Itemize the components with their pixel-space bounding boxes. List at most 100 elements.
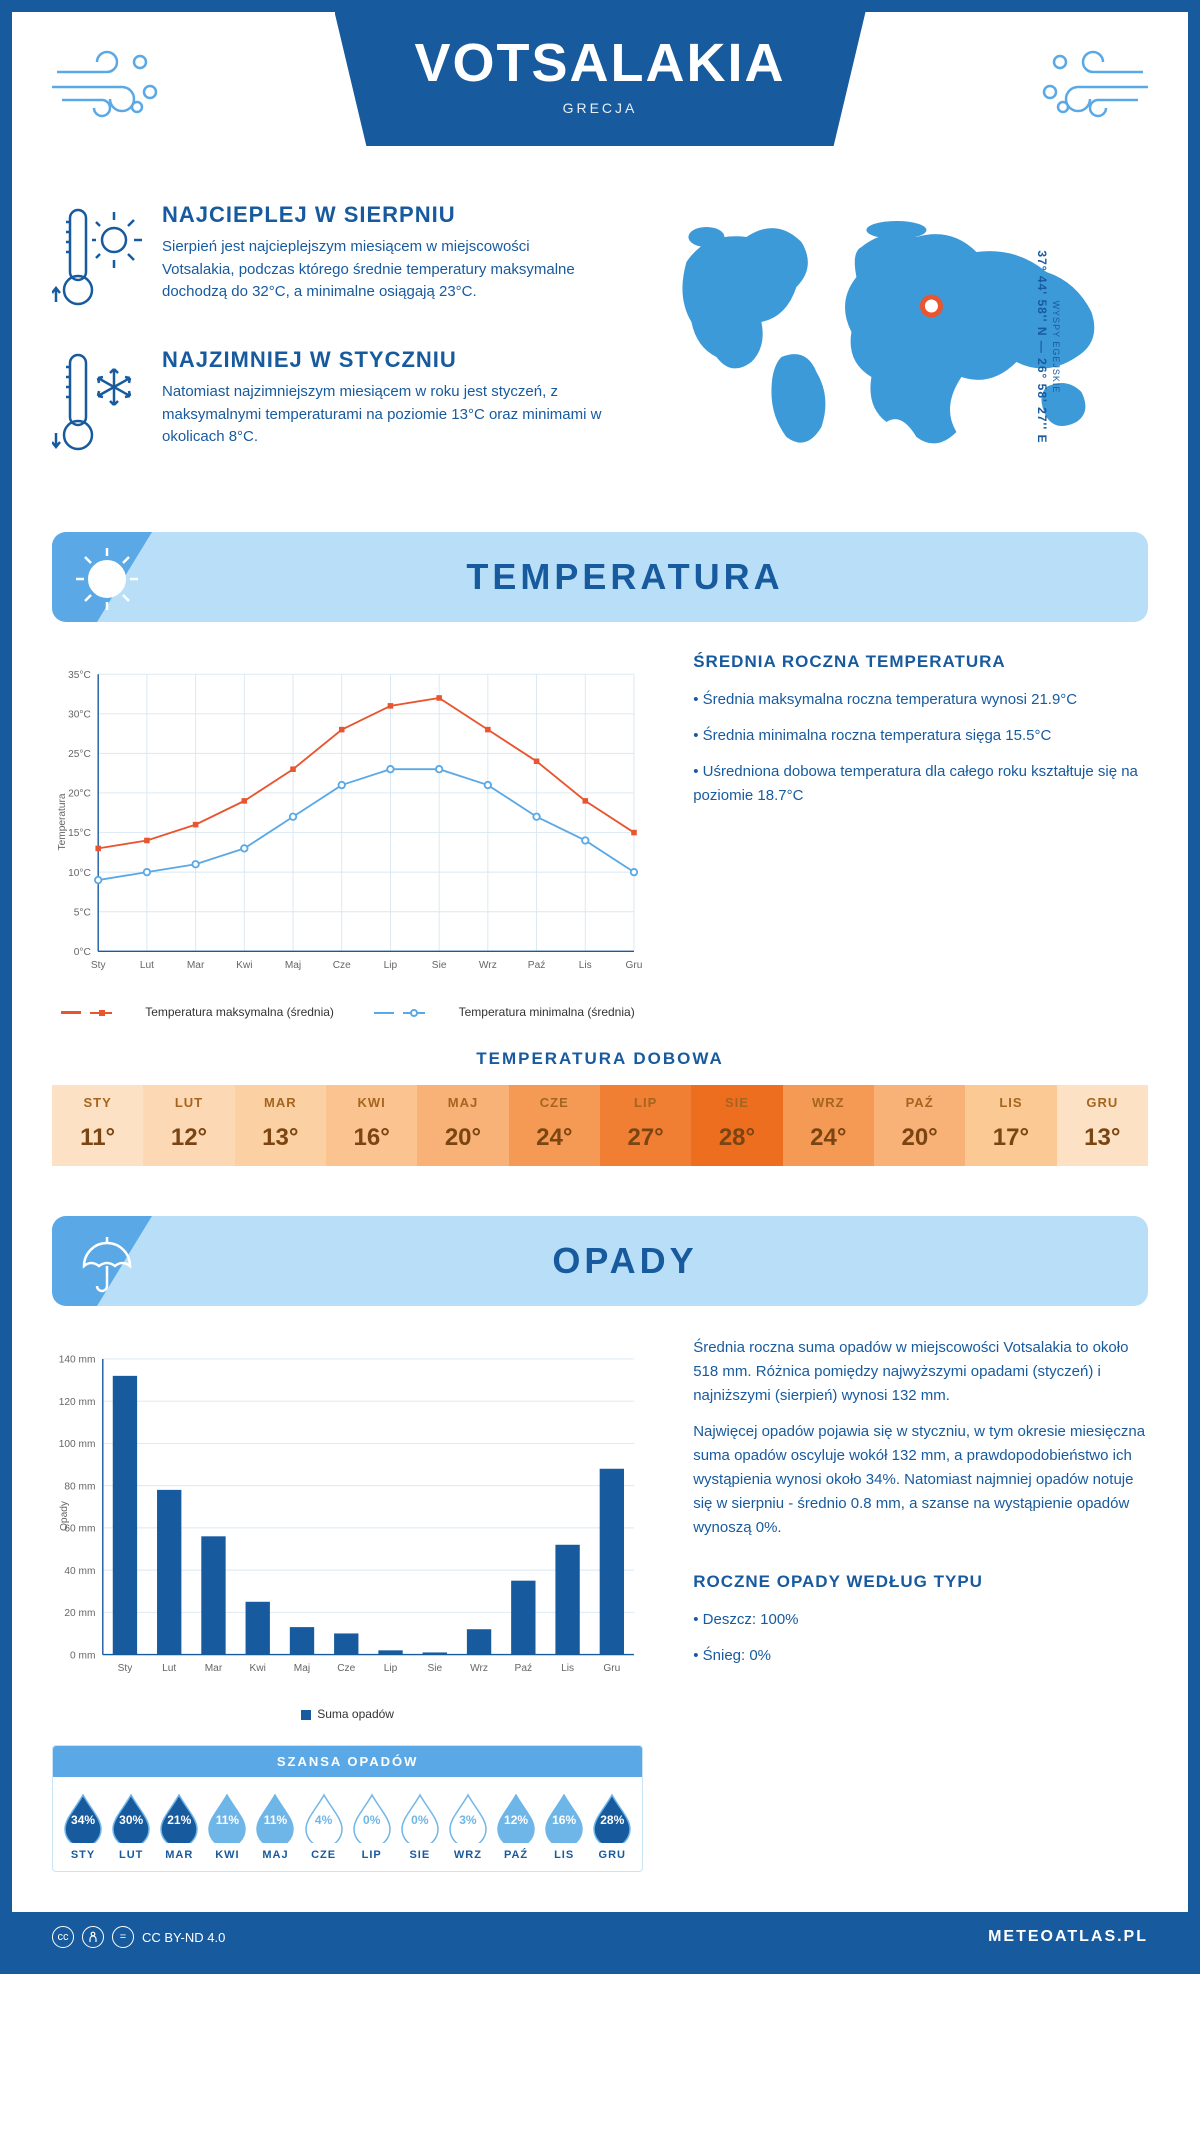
annual-item: Średnia maksymalna roczna temperatura wy…: [693, 688, 1148, 712]
rain-chance-row: 34% STY 30% LUT 21% MAR 11%: [53, 1777, 642, 1871]
temperature-annual-text: ŚREDNIA ROCZNA TEMPERATURA Średnia maksy…: [693, 652, 1148, 1019]
svg-text:Kwi: Kwi: [236, 960, 252, 971]
svg-text:Paź: Paź: [515, 1663, 533, 1674]
chance-cell: 11% KWI: [205, 1791, 249, 1861]
svg-text:100 mm: 100 mm: [59, 1439, 96, 1450]
chance-percent: 11%: [216, 1813, 239, 1827]
region-name: WYSPY EGEJSKIE: [1051, 217, 1061, 477]
heatmap-cell: KWI16°: [326, 1085, 417, 1166]
precipitation-body: 0 mm20 mm40 mm60 mm80 mm100 mm120 mm140 …: [52, 1336, 1148, 1872]
chance-cell: 0% SIE: [398, 1791, 442, 1861]
heatmap-value: 24°: [509, 1124, 600, 1152]
chance-percent: 4%: [315, 1813, 332, 1827]
svg-text:Mar: Mar: [205, 1663, 223, 1674]
rain-chance-title: SZANSA OPADÓW: [53, 1746, 642, 1777]
svg-text:Cze: Cze: [337, 1663, 355, 1674]
footer-brand: METEOATLAS.PL: [988, 1928, 1148, 1946]
heatmap-month: LIP: [600, 1095, 691, 1110]
svg-text:Lip: Lip: [384, 960, 398, 971]
raindrop-icon: 34%: [61, 1791, 105, 1843]
heatmap-cell: WRZ24°: [783, 1085, 874, 1166]
raindrop-icon: 16%: [542, 1791, 586, 1843]
heatmap-month: MAR: [235, 1095, 326, 1110]
svg-text:30°C: 30°C: [68, 709, 91, 720]
by-type-item: Śnieg: 0%: [693, 1644, 1148, 1668]
chance-month: MAR: [157, 1849, 201, 1861]
heatmap-cell: SIE28°: [691, 1085, 782, 1166]
heatmap-cell: CZE24°: [509, 1085, 600, 1166]
svg-text:Gru: Gru: [603, 1663, 620, 1674]
svg-text:Sty: Sty: [118, 1663, 134, 1674]
coords-value: 37° 44' 58'' N — 26° 58' 27'' E: [1035, 250, 1049, 443]
svg-text:Lip: Lip: [384, 1663, 398, 1674]
raindrop-icon: 30%: [109, 1791, 153, 1843]
svg-text:120 mm: 120 mm: [59, 1397, 96, 1408]
chance-cell: 16% LIS: [542, 1791, 586, 1861]
chance-percent: 16%: [552, 1813, 576, 1827]
fact-title: NAJZIMNIEJ W STYCZNIU: [162, 347, 605, 373]
heatmap-cell: PAŹ20°: [874, 1085, 965, 1166]
chance-percent: 21%: [167, 1813, 191, 1827]
svg-text:Wrz: Wrz: [479, 960, 497, 971]
chance-cell: 0% LIP: [350, 1791, 394, 1861]
daily-temp-heatmap: STY11°LUT12°MAR13°KWI16°MAJ20°CZE24°LIP2…: [52, 1085, 1148, 1166]
page-subtitle: GRECJA: [415, 100, 786, 116]
sun-icon: [72, 544, 142, 619]
svg-text:Wrz: Wrz: [470, 1663, 488, 1674]
annual-items-list: Średnia maksymalna roczna temperatura wy…: [693, 688, 1148, 808]
cc-icon: cc: [52, 1926, 74, 1948]
heatmap-value: 28°: [691, 1124, 782, 1152]
page: VOTSALAKIA GRECJA: [0, 0, 1200, 1974]
heatmap-value: 13°: [1057, 1124, 1148, 1152]
raindrop-icon: 11%: [253, 1791, 297, 1843]
fact-coldest: NAJZIMNIEJ W STYCZNIU Natomiast najzimni…: [52, 347, 605, 462]
chance-cell: 30% LUT: [109, 1791, 153, 1861]
section-title: OPADY: [102, 1240, 1148, 1282]
chance-month: GRU: [590, 1849, 634, 1861]
intro-row: NAJCIEPLEJ W SIERPNIU Sierpień jest najc…: [52, 202, 1148, 492]
license-text: CC BY-ND 4.0: [142, 1930, 225, 1945]
svg-text:Maj: Maj: [285, 960, 301, 971]
legend-min: Temperatura minimalna (średnia): [374, 1005, 635, 1019]
precipitation-bar-chart: 0 mm20 mm40 mm60 mm80 mm100 mm120 mm140 …: [52, 1336, 643, 1696]
svg-text:Paź: Paź: [528, 960, 546, 971]
raindrop-icon: 3%: [446, 1791, 490, 1843]
heatmap-value: 20°: [417, 1124, 508, 1152]
heatmap-month: PAŹ: [874, 1095, 965, 1110]
heatmap-month: LUT: [143, 1095, 234, 1110]
thermometer-sun-icon: [52, 202, 142, 317]
license-block: cc = CC BY-ND 4.0: [52, 1926, 225, 1948]
by-type-list: Deszcz: 100%Śnieg: 0%: [693, 1608, 1148, 1668]
precip-p2: Najwięcej opadów pojawia się w styczniu,…: [693, 1420, 1148, 1540]
raindrop-icon: 4%: [302, 1791, 346, 1843]
chance-month: CZE: [302, 1849, 346, 1861]
svg-text:35°C: 35°C: [68, 670, 91, 681]
heatmap-month: KWI: [326, 1095, 417, 1110]
rain-chance-box: SZANSA OPADÓW 34% STY 30% LUT 21%: [52, 1745, 643, 1872]
heatmap-cell: STY11°: [52, 1085, 143, 1166]
chance-month: WRZ: [446, 1849, 490, 1861]
by-type-title: ROCZNE OPADY WEDŁUG TYPU: [693, 1572, 1148, 1592]
fact-content: NAJZIMNIEJ W STYCZNIU Natomiast najzimni…: [162, 347, 605, 462]
svg-text:Gru: Gru: [626, 960, 643, 971]
svg-text:Lut: Lut: [140, 960, 154, 971]
svg-text:Mar: Mar: [187, 960, 205, 971]
facts-column: NAJCIEPLEJ W SIERPNIU Sierpień jest najc…: [52, 202, 605, 492]
page-title: VOTSALAKIA: [415, 32, 786, 94]
fact-content: NAJCIEPLEJ W SIERPNIU Sierpień jest najc…: [162, 202, 605, 317]
section-title: TEMPERATURA: [102, 556, 1148, 598]
svg-text:20°C: 20°C: [68, 789, 91, 800]
heatmap-month: MAJ: [417, 1095, 508, 1110]
wind-icon: [52, 42, 162, 127]
raindrop-icon: 12%: [494, 1791, 538, 1843]
svg-text:Kwi: Kwi: [250, 1663, 266, 1674]
section-header-temperature: TEMPERATURA: [52, 532, 1148, 622]
heatmap-cell: LIS17°: [965, 1085, 1056, 1166]
annual-item: Średnia minimalna roczna temperatura się…: [693, 724, 1148, 748]
raindrop-icon: 21%: [157, 1791, 201, 1843]
svg-text:140 mm: 140 mm: [59, 1355, 96, 1366]
chance-percent: 3%: [459, 1813, 476, 1827]
raindrop-icon: 11%: [205, 1791, 249, 1843]
chance-cell: 21% MAR: [157, 1791, 201, 1861]
chance-cell: 11% MAJ: [253, 1791, 297, 1861]
